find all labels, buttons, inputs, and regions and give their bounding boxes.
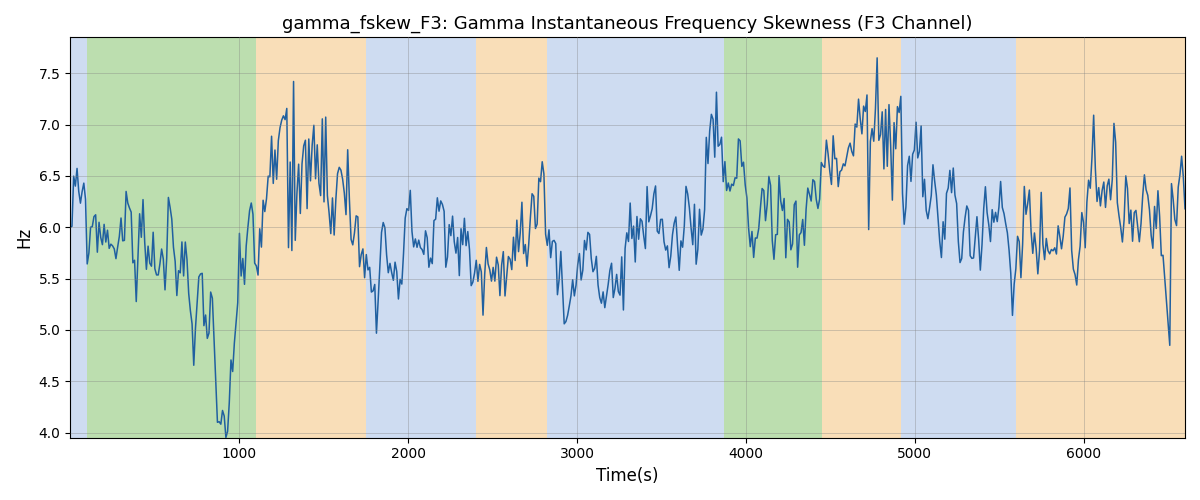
- Bar: [901, 38, 994, 438]
- Bar: [71, 38, 88, 438]
- Bar: [88, 38, 256, 438]
- Bar: [1016, 38, 1186, 438]
- Y-axis label: Hz: Hz: [16, 227, 34, 248]
- Bar: [703, 38, 724, 438]
- Bar: [256, 38, 366, 438]
- Title: gamma_fskew_F3: Gamma Instantaneous Frequency Skewness (F3 Channel): gamma_fskew_F3: Gamma Instantaneous Freq…: [282, 15, 973, 34]
- Bar: [475, 38, 546, 438]
- X-axis label: Time(s): Time(s): [596, 467, 659, 485]
- Bar: [546, 38, 703, 438]
- Bar: [994, 38, 1016, 438]
- Bar: [822, 38, 901, 438]
- Bar: [366, 38, 475, 438]
- Bar: [724, 38, 822, 438]
